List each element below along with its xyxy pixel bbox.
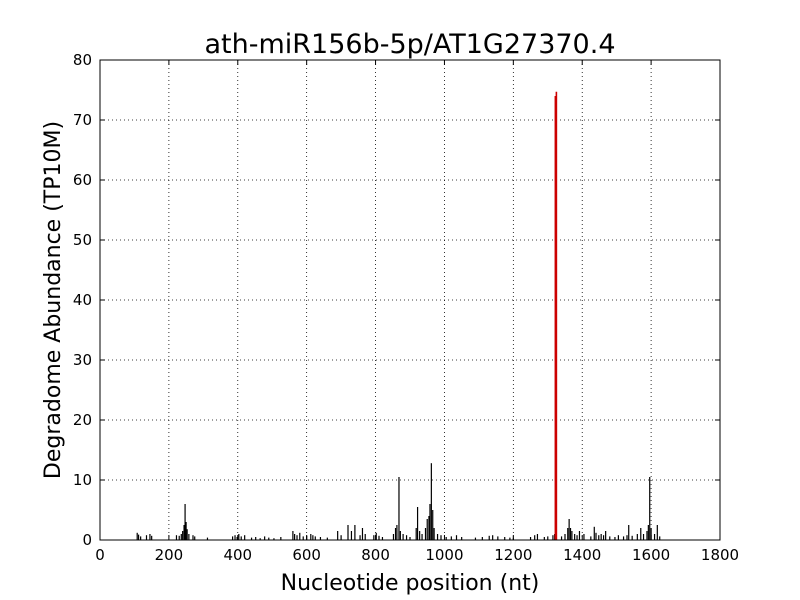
bars	[136, 463, 661, 540]
x-tick-labels: 0 200 400 600 800 1000 1200 1400 1600 1800	[95, 546, 739, 564]
chart-title: ath-miR156b-5p/AT1G27370.4	[205, 29, 616, 60]
y-tick-label: 40	[73, 291, 92, 309]
x-tick-label: 1400	[563, 546, 601, 564]
y-tick-label: 0	[82, 531, 92, 549]
x-tick-label: 1800	[701, 546, 739, 564]
x-tick-label: 1600	[632, 546, 670, 564]
grid-lines	[100, 60, 720, 540]
x-axis-label: Nucleotide position (nt)	[281, 571, 540, 596]
y-tick-label: 80	[73, 51, 92, 69]
y-axis-label: Degradome Abundance (TP10M)	[41, 121, 66, 479]
highlight-bars	[554, 91, 558, 540]
x-tick-label: 1000	[425, 546, 463, 564]
x-tick-label: 1200	[494, 546, 532, 564]
x-tick-label: 0	[95, 546, 105, 564]
x-tick-label: 600	[292, 546, 321, 564]
y-tick-labels: 0 10 20 30 40 50 60 70 80	[73, 51, 92, 549]
x-tick-label: 400	[223, 546, 252, 564]
x-tick-label: 800	[361, 546, 390, 564]
y-tick-label: 70	[73, 111, 92, 129]
y-tick-label: 60	[73, 171, 92, 189]
x-tick-label: 200	[155, 546, 184, 564]
ticks	[99, 59, 721, 541]
y-tick-label: 20	[73, 411, 92, 429]
y-tick-label: 10	[73, 471, 92, 489]
y-tick-label: 30	[73, 351, 92, 369]
y-tick-label: 50	[73, 231, 92, 249]
